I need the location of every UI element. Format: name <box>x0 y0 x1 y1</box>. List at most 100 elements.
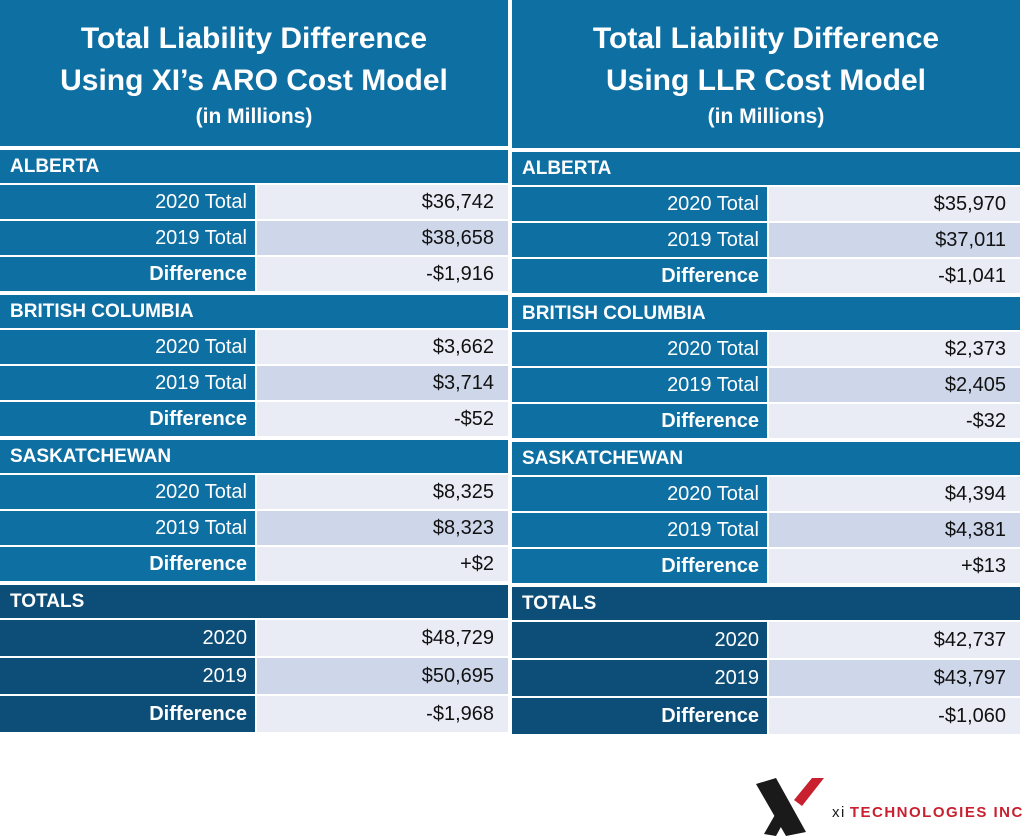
panel-subtitle: (in Millions) <box>707 105 825 128</box>
section-title: TOTALS <box>0 585 508 618</box>
row-label: 2020 <box>0 620 255 656</box>
row-label: 2019 Total <box>512 368 767 402</box>
table-row: Difference +$13 <box>512 549 1020 583</box>
row-label: 2020 Total <box>0 330 255 364</box>
table-row: 2020 $42,737 <box>512 622 1020 658</box>
section-title: SASKATCHEWAN <box>0 440 508 473</box>
row-value: $4,394 <box>769 477 1020 511</box>
panel-title-line-2: Using XI’s ARO Cost Model <box>60 64 448 97</box>
row-value: +$2 <box>257 547 508 581</box>
row-label: 2019 Total <box>0 511 255 545</box>
llr-cost-model-panel: Total Liability Difference Using LLR Cos… <box>512 0 1020 734</box>
table-row: 2019 Total $4,381 <box>512 513 1020 547</box>
section-totals: TOTALS 2020 $48,729 2019 $50,695 Differe… <box>0 585 508 732</box>
table-row: 2020 Total $36,742 <box>0 185 508 219</box>
table-row: Difference -$52 <box>0 402 508 436</box>
row-value: $35,970 <box>769 187 1020 221</box>
row-label: 2020 Total <box>0 475 255 509</box>
table-row: Difference -$1,968 <box>0 696 508 732</box>
row-value: $42,737 <box>769 622 1020 658</box>
table-row: 2020 Total $35,970 <box>512 187 1020 221</box>
row-label: Difference <box>512 404 767 438</box>
table-row: Difference -$1,041 <box>512 259 1020 293</box>
panel-header: Total Liability Difference Using LLR Cos… <box>512 0 1020 148</box>
panel-title-line-1: Total Liability Difference <box>80 22 428 55</box>
section-title: SASKATCHEWAN <box>512 442 1020 475</box>
section-totals: TOTALS 2020 $42,737 2019 $43,797 Differe… <box>512 587 1020 734</box>
row-value: -$1,916 <box>257 257 508 291</box>
table-row: 2020 Total $2,373 <box>512 332 1020 366</box>
row-value: $37,011 <box>769 223 1020 257</box>
row-value: -$1,041 <box>769 259 1020 293</box>
row-value: $36,742 <box>257 185 508 219</box>
section-title: TOTALS <box>512 587 1020 620</box>
logo-prefix: xi <box>832 804 846 821</box>
row-value: $3,662 <box>257 330 508 364</box>
row-label: 2019 <box>512 660 767 696</box>
row-label: 2020 Total <box>512 187 767 221</box>
row-label: 2019 Total <box>0 221 255 255</box>
row-label: 2019 Total <box>512 513 767 547</box>
row-value: +$13 <box>769 549 1020 583</box>
table-row: 2019 Total $2,405 <box>512 368 1020 402</box>
row-value: -$1,968 <box>257 696 508 732</box>
row-label: 2020 <box>512 622 767 658</box>
table-row: 2019 Total $38,658 <box>0 221 508 255</box>
section-title: BRITISH COLUMBIA <box>512 297 1020 330</box>
table-row: 2019 $50,695 <box>0 658 508 694</box>
section-alberta: ALBERTA 2020 Total $36,742 2019 Total $3… <box>0 150 508 291</box>
row-value: -$32 <box>769 404 1020 438</box>
row-label: Difference <box>0 696 255 732</box>
table-row: Difference -$1,060 <box>512 698 1020 734</box>
section-alberta: ALBERTA 2020 Total $35,970 2019 Total $3… <box>512 152 1020 293</box>
row-value: $3,714 <box>257 366 508 400</box>
row-value: $2,373 <box>769 332 1020 366</box>
section-title: ALBERTA <box>0 150 508 183</box>
section-british-columbia: BRITISH COLUMBIA 2020 Total $3,662 2019 … <box>0 295 508 436</box>
section-saskatchewan: SASKATCHEWAN 2020 Total $4,394 2019 Tota… <box>512 442 1020 583</box>
table-row: Difference -$1,916 <box>0 257 508 291</box>
row-value: $38,658 <box>257 221 508 255</box>
row-value: $50,695 <box>257 658 508 694</box>
panel-title-line-1: Total Liability Difference <box>592 22 940 55</box>
xi-logo-mark-icon <box>756 778 824 836</box>
row-value: $4,381 <box>769 513 1020 547</box>
logo-company: TECHNOLOGIES INC. <box>849 804 1024 821</box>
row-label: 2020 Total <box>0 185 255 219</box>
row-label: 2019 Total <box>0 366 255 400</box>
row-value: $43,797 <box>769 660 1020 696</box>
panel-title-line-2: Using LLR Cost Model <box>606 64 926 97</box>
section-title: BRITISH COLUMBIA <box>0 295 508 328</box>
row-label: 2019 Total <box>512 223 767 257</box>
section-title: ALBERTA <box>512 152 1020 185</box>
panel-subtitle: (in Millions) <box>195 105 313 128</box>
aro-cost-model-panel: Total Liability Difference Using XI’s AR… <box>0 0 508 732</box>
section-saskatchewan: SASKATCHEWAN 2020 Total $8,325 2019 Tota… <box>0 440 508 581</box>
row-label: 2020 Total <box>512 477 767 511</box>
company-name: xi TECHNOLOGIES INC. <box>832 804 1024 821</box>
row-value: -$1,060 <box>769 698 1020 734</box>
table-row: 2019 Total $3,714 <box>0 366 508 400</box>
row-label: 2020 Total <box>512 332 767 366</box>
row-label: Difference <box>0 402 255 436</box>
table-row: Difference -$32 <box>512 404 1020 438</box>
row-label: 2019 <box>0 658 255 694</box>
table-row: 2019 Total $8,323 <box>0 511 508 545</box>
row-label: Difference <box>512 698 767 734</box>
panel-header: Total Liability Difference Using XI’s AR… <box>0 0 508 146</box>
table-row: 2020 Total $8,325 <box>0 475 508 509</box>
table-row: Difference +$2 <box>0 547 508 581</box>
table-row: 2020 Total $3,662 <box>0 330 508 364</box>
row-label: Difference <box>0 547 255 581</box>
row-value: $8,323 <box>257 511 508 545</box>
row-value: $8,325 <box>257 475 508 509</box>
row-label: Difference <box>0 257 255 291</box>
company-logo: xi TECHNOLOGIES INC. <box>754 776 1024 837</box>
row-value: $48,729 <box>257 620 508 656</box>
section-british-columbia: BRITISH COLUMBIA 2020 Total $2,373 2019 … <box>512 297 1020 438</box>
row-label: Difference <box>512 259 767 293</box>
row-value: -$52 <box>257 402 508 436</box>
table-row: 2019 $43,797 <box>512 660 1020 696</box>
table-row: 2019 Total $37,011 <box>512 223 1020 257</box>
row-value: $2,405 <box>769 368 1020 402</box>
